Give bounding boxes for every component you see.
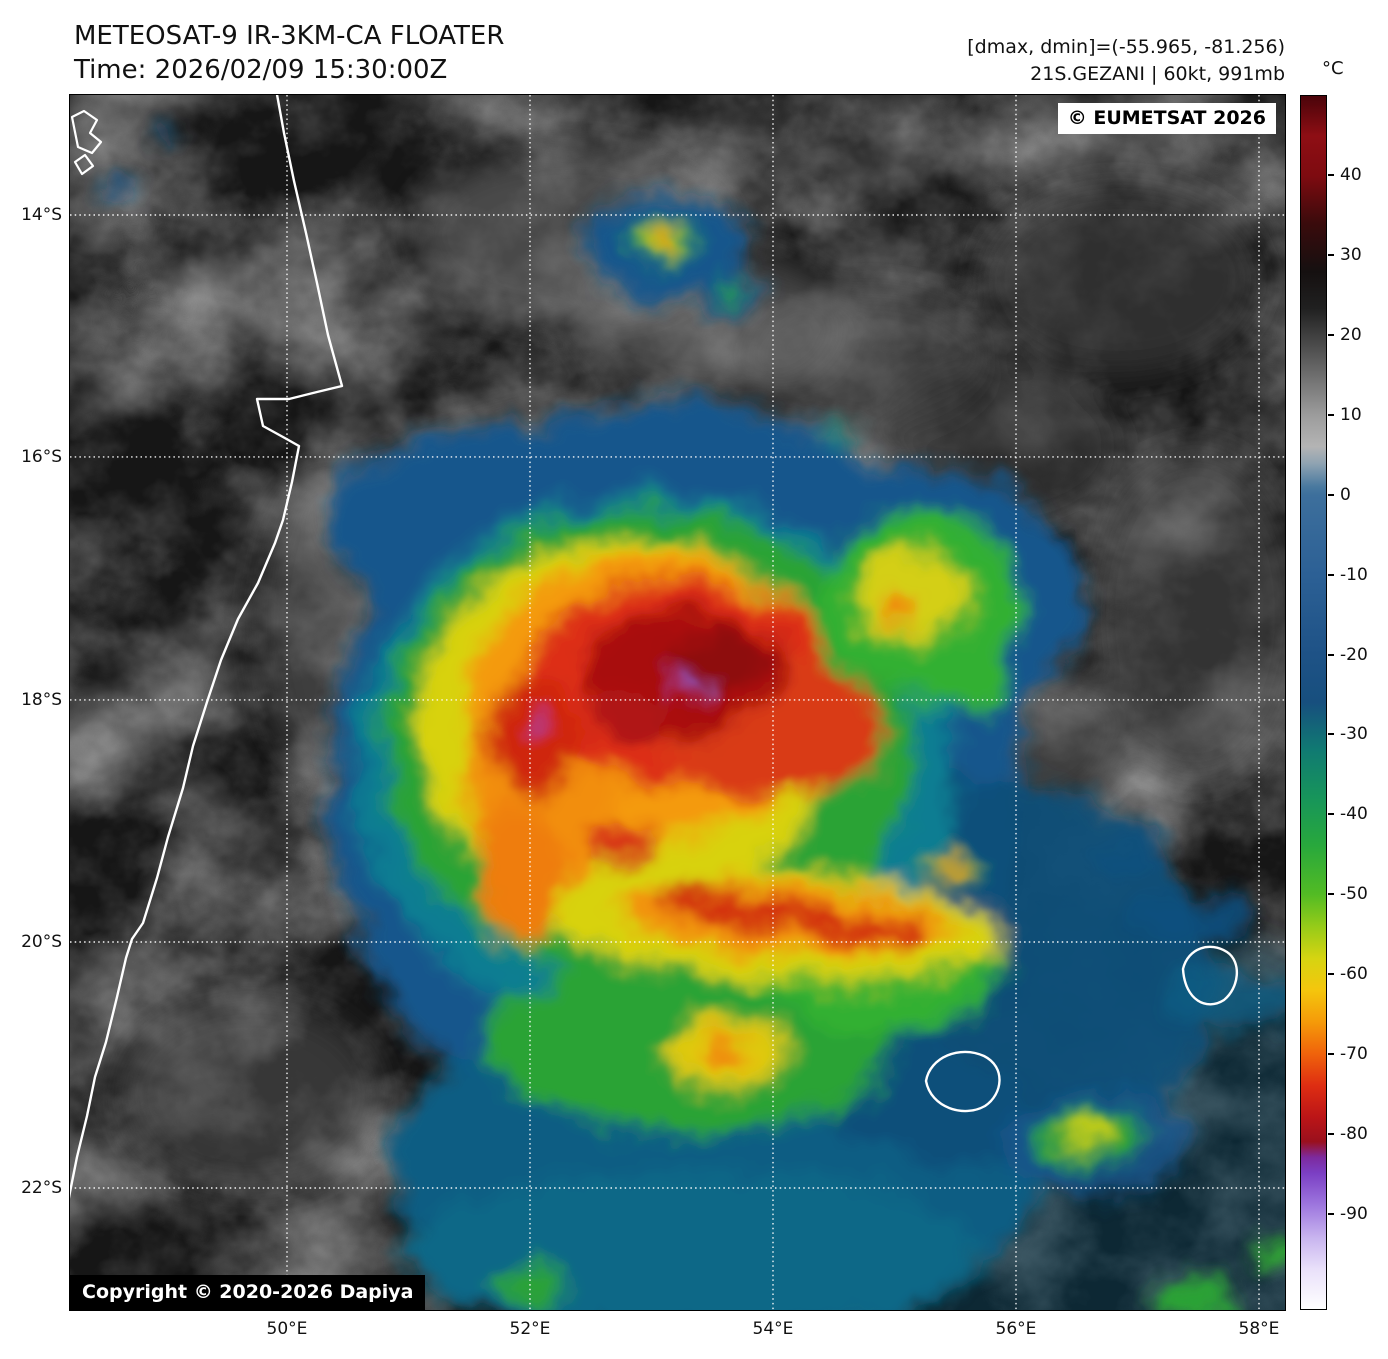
coastlines	[70, 95, 1238, 1199]
info-block: [dmax, dmin]=(-55.965, -81.256) 21S.GEZA…	[967, 34, 1285, 87]
title-block: METEOSAT-9 IR-3KM-CA FLOATER Time: 2026/…	[74, 20, 504, 88]
lon-tick-label: 54°E	[752, 1319, 794, 1339]
lat-tick-label: 20°S	[21, 931, 62, 952]
colorbar-tick	[1328, 1213, 1334, 1216]
lon-tick-label: 52°E	[509, 1319, 551, 1339]
coastline-reunion	[924, 1050, 1001, 1113]
colorbar-tick	[1328, 973, 1334, 976]
lat-tick-label: 22°S	[21, 1178, 62, 1198]
lon-tick-label: 56°E	[995, 1319, 1037, 1339]
colorbar-tick	[1328, 253, 1334, 256]
colorbar-tick	[1328, 653, 1334, 656]
satellite-image	[70, 95, 1285, 1310]
storm-system	[106, 131, 1285, 1310]
eumetsat-badge: © EUMETSAT 2026	[1057, 103, 1276, 134]
colorbar-tick-label: -20	[1340, 644, 1368, 665]
colorbar-tick-label: 40	[1340, 164, 1362, 185]
dmax-dmin-label: [dmax, dmin]=(-55.965, -81.256)	[967, 36, 1285, 58]
lat-tick-label: 14°S	[21, 205, 62, 226]
page-title: METEOSAT-9 IR-3KM-CA FLOATER	[74, 21, 505, 51]
colorbar-tick	[1328, 413, 1334, 416]
colorbar-tick	[1328, 493, 1334, 496]
colorbar-tick-label: -10	[1340, 564, 1368, 585]
satellite-map: © EUMETSAT 2026 Copyright © 2020-2026 Da…	[69, 94, 1286, 1311]
colorbar-tick	[1328, 813, 1334, 816]
coastline-fragment	[73, 153, 95, 176]
colorbar-tick-label: 30	[1340, 244, 1362, 265]
colorbar-tick-label: -90	[1340, 1204, 1368, 1225]
colorbar-tick-label: -40	[1340, 804, 1368, 825]
lat-tick-label: 18°S	[21, 689, 62, 710]
colorbar-tick-label: 20	[1340, 324, 1362, 345]
colorbar-tick-label: 10	[1340, 404, 1362, 425]
colorbar-unit-label: °C	[1322, 58, 1344, 79]
colorbar-tick-label: -70	[1340, 1044, 1368, 1065]
coastline-madagascar	[70, 95, 344, 1199]
coastline-mauritius	[1181, 945, 1238, 1006]
copyright-badge: Copyright © 2020-2026 Dapiya	[70, 1275, 426, 1310]
storm-info-label: 21S.GEZANI | 60kt, 991mb	[1030, 62, 1285, 85]
time-label: Time: 2026/02/09 15:30:00Z	[74, 54, 448, 85]
colorbar-tick-label: -80	[1340, 1124, 1368, 1145]
coastline-fragment	[70, 109, 103, 155]
colorbar-tick-label: -30	[1340, 724, 1368, 745]
colorbar-tick	[1328, 573, 1334, 576]
lat-tick-label: 16°S	[21, 446, 62, 467]
colorbar	[1300, 95, 1327, 1310]
colorbar-tick-label: -50	[1340, 884, 1368, 905]
colorbar-tick	[1328, 333, 1334, 336]
colorbar-tick	[1328, 1133, 1334, 1136]
lon-tick-label: 58°E	[1238, 1319, 1280, 1339]
colorbar-tick	[1328, 733, 1334, 736]
colorbar-tick	[1328, 1053, 1334, 1056]
colorbar-tick-label: 0	[1340, 484, 1351, 505]
lon-tick-label: 50°E	[266, 1319, 308, 1339]
colorbar-tick	[1328, 893, 1334, 896]
grid-overlay	[70, 95, 1285, 1310]
colorbar-gradient	[1301, 96, 1326, 1309]
colorbar-tick-label: -60	[1340, 964, 1368, 985]
colorbar-tick	[1328, 173, 1334, 176]
